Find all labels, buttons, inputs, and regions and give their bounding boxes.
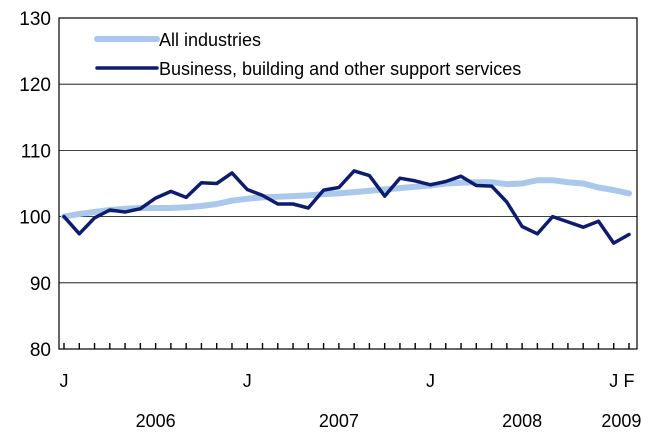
y-tick-label: 80 [30,340,51,361]
x-year-label: 2008 [502,411,542,431]
x-month-label: J [243,371,252,391]
legend-label-business-support: Business, building and other support ser… [159,59,521,79]
y-tick-label: 120 [19,75,51,96]
series-line-business-building-and-other-support-services [62,169,631,245]
x-month-label: J [60,371,69,391]
legend: All industries Business, building and ot… [94,30,521,79]
legend-label-all-industries: All industries [159,30,261,50]
y-tick-label: 100 [19,208,51,229]
series-lines [61,169,632,245]
y-tick-label: 90 [30,274,51,295]
x-month-label: J [609,371,618,391]
x-axis-year-labels: 2006 2007 2008 2009 [136,411,642,431]
series-line-all-industries [61,177,632,220]
x-month-label: J [426,371,435,391]
gridlines [59,83,637,284]
x-month-label: F [624,371,635,391]
plot-area-frame [58,17,638,350]
y-tick-label: 130 [19,9,51,30]
x-year-label: 2007 [319,411,359,431]
y-axis-tick-labels: 80 90 100 110 120 130 [19,9,51,361]
x-year-label: 2006 [136,411,176,431]
y-tick-label: 110 [21,141,51,162]
x-year-label: 2009 [601,411,641,431]
x-axis-ticks [63,343,630,349]
